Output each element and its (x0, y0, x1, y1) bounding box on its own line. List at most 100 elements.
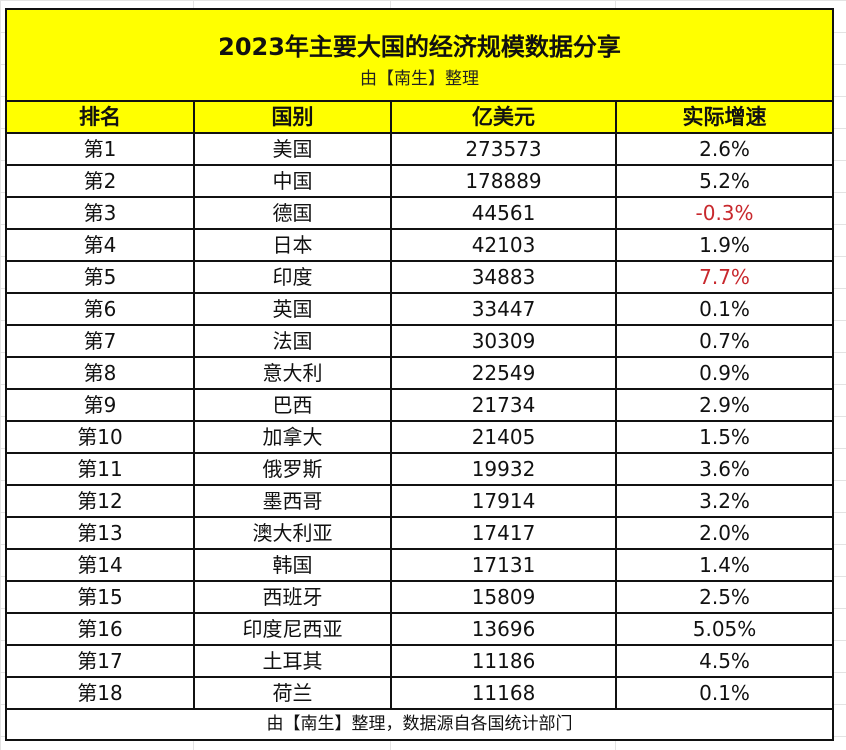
gdp-cell[interactable]: 273573 (390, 132, 617, 166)
country-cell[interactable]: 德国 (193, 196, 392, 230)
footer-row: 由【南生】整理，数据源自各国统计部门 (4, 708, 835, 741)
country-cell[interactable]: 土耳其 (193, 644, 392, 678)
growth-cell[interactable]: 2.0% (614, 516, 835, 550)
column-header-country[interactable]: 国别 (193, 100, 392, 134)
gdp-cell[interactable]: 21405 (390, 420, 617, 454)
rank-cell[interactable]: 第4 (5, 228, 195, 262)
gdp-cell[interactable]: 15809 (390, 580, 617, 614)
gdp-cell[interactable]: 19932 (390, 452, 617, 486)
country-cell[interactable]: 法国 (193, 324, 392, 358)
growth-cell[interactable]: 0.9% (614, 356, 835, 390)
table-row: 第1 美国 273573 2.6% (5, 132, 835, 166)
country-cell[interactable]: 中国 (193, 164, 392, 198)
table-row: 第8 意大利 22549 0.9% (5, 356, 835, 390)
header-row: 排名 国别 亿美元 实际增速 (5, 100, 835, 134)
country-cell[interactable]: 印度 (193, 260, 392, 294)
gdp-cell[interactable]: 42103 (390, 228, 617, 262)
table-row: 第13 澳大利亚 17417 2.0% (5, 516, 835, 550)
gdp-cell[interactable]: 17131 (390, 548, 617, 582)
page-title: 2023年主要大国的经济规模数据分享 (218, 33, 621, 61)
rank-cell[interactable]: 第9 (5, 388, 195, 422)
growth-cell[interactable]: 3.2% (614, 484, 835, 518)
table-row: 第14 韩国 17131 1.4% (5, 548, 835, 582)
growth-cell[interactable]: 0.1% (614, 292, 835, 326)
growth-cell[interactable]: 0.1% (614, 676, 835, 710)
gdp-cell[interactable]: 17417 (390, 516, 617, 550)
growth-cell[interactable]: 5.05% (614, 612, 835, 646)
table-row: 第3 德国 44561 -0.3% (5, 196, 835, 230)
country-cell[interactable]: 墨西哥 (193, 484, 392, 518)
table-row: 第10 加拿大 21405 1.5% (5, 420, 835, 454)
growth-cell[interactable]: 1.9% (614, 228, 835, 262)
growth-cell[interactable]: 2.5% (614, 580, 835, 614)
gdp-cell[interactable]: 34883 (390, 260, 617, 294)
table-row: 第12 墨西哥 17914 3.2% (5, 484, 835, 518)
gdp-cell[interactable]: 44561 (390, 196, 617, 230)
rank-cell[interactable]: 第2 (5, 164, 195, 198)
rank-cell[interactable]: 第18 (5, 676, 195, 710)
growth-cell[interactable]: 7.7% (614, 260, 835, 294)
growth-cell[interactable]: 3.6% (614, 452, 835, 486)
rank-cell[interactable]: 第15 (5, 580, 195, 614)
gdp-table: 2023年主要大国的经济规模数据分享 由【南生】整理 排名 国别 亿美元 实际增… (4, 8, 835, 741)
growth-cell[interactable]: 2.9% (614, 388, 835, 422)
growth-cell[interactable]: 0.7% (614, 324, 835, 358)
growth-cell[interactable]: 5.2% (614, 164, 835, 198)
table-row: 第5 印度 34883 7.7% (5, 260, 835, 294)
rank-cell[interactable]: 第3 (5, 196, 195, 230)
rank-cell[interactable]: 第17 (5, 644, 195, 678)
page-subtitle: 由【南生】整理 (360, 69, 480, 89)
rank-cell[interactable]: 第11 (5, 452, 195, 486)
growth-cell[interactable]: 1.5% (614, 420, 835, 454)
country-cell[interactable]: 日本 (193, 228, 392, 262)
rank-cell[interactable]: 第13 (5, 516, 195, 550)
table-row: 第7 法国 30309 0.7% (5, 324, 835, 358)
rank-cell[interactable]: 第7 (5, 324, 195, 358)
gdp-cell[interactable]: 11186 (390, 644, 617, 678)
gdp-cell[interactable]: 33447 (390, 292, 617, 326)
growth-cell[interactable]: 4.5% (614, 644, 835, 678)
rank-cell[interactable]: 第6 (5, 292, 195, 326)
country-cell[interactable]: 意大利 (193, 356, 392, 390)
country-cell[interactable]: 印度尼西亚 (193, 612, 392, 646)
growth-cell[interactable]: 1.4% (614, 548, 835, 582)
table-row: 第17 土耳其 11186 4.5% (5, 644, 835, 678)
table-row: 第2 中国 178889 5.2% (5, 164, 835, 198)
gdp-cell[interactable]: 178889 (390, 164, 617, 198)
table-row: 第16 印度尼西亚 13696 5.05% (5, 612, 835, 646)
rank-cell[interactable]: 第8 (5, 356, 195, 390)
country-cell[interactable]: 俄罗斯 (193, 452, 392, 486)
rank-cell[interactable]: 第16 (5, 612, 195, 646)
country-cell[interactable]: 韩国 (193, 548, 392, 582)
country-cell[interactable]: 加拿大 (193, 420, 392, 454)
table-row: 第15 西班牙 15809 2.5% (5, 580, 835, 614)
gdp-cell[interactable]: 21734 (390, 388, 617, 422)
country-cell[interactable]: 荷兰 (193, 676, 392, 710)
gdp-cell[interactable]: 11168 (390, 676, 617, 710)
column-header-gdp[interactable]: 亿美元 (390, 100, 617, 134)
rank-cell[interactable]: 第1 (5, 132, 195, 166)
rank-cell[interactable]: 第10 (5, 420, 195, 454)
table-row: 第18 荷兰 11168 0.1% (5, 676, 835, 710)
country-cell[interactable]: 美国 (193, 132, 392, 166)
growth-cell[interactable]: 2.6% (614, 132, 835, 166)
country-cell[interactable]: 英国 (193, 292, 392, 326)
gdp-cell[interactable]: 17914 (390, 484, 617, 518)
table-row: 第11 俄罗斯 19932 3.6% (5, 452, 835, 486)
title-cell[interactable]: 2023年主要大国的经济规模数据分享 由【南生】整理 (4, 8, 835, 102)
column-header-rank[interactable]: 排名 (5, 100, 195, 134)
rank-cell[interactable]: 第12 (5, 484, 195, 518)
column-header-growth[interactable]: 实际增速 (614, 100, 835, 134)
footer-note[interactable]: 由【南生】整理，数据源自各国统计部门 (4, 708, 835, 741)
country-cell[interactable]: 巴西 (193, 388, 392, 422)
table-row: 第6 英国 33447 0.1% (5, 292, 835, 326)
country-cell[interactable]: 澳大利亚 (193, 516, 392, 550)
gdp-cell[interactable]: 13696 (390, 612, 617, 646)
rank-cell[interactable]: 第5 (5, 260, 195, 294)
gdp-cell[interactable]: 30309 (390, 324, 617, 358)
table-row: 第4 日本 42103 1.9% (5, 228, 835, 262)
country-cell[interactable]: 西班牙 (193, 580, 392, 614)
rank-cell[interactable]: 第14 (5, 548, 195, 582)
gdp-cell[interactable]: 22549 (390, 356, 617, 390)
growth-cell[interactable]: -0.3% (614, 196, 835, 230)
